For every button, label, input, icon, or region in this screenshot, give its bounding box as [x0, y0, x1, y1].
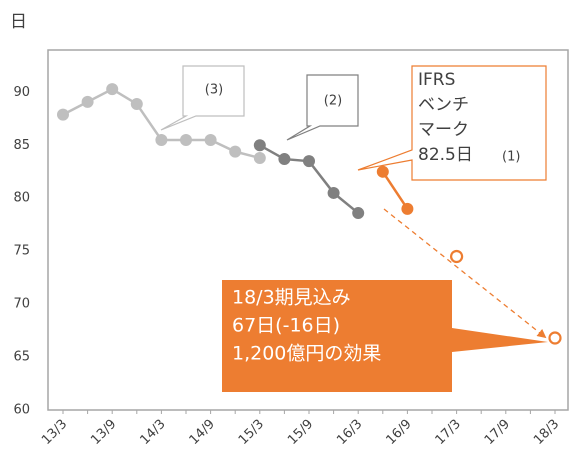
x-tick-label: 13/3 [39, 417, 70, 448]
y-unit: 日 [10, 12, 27, 32]
y-tick-label: 90 [13, 85, 30, 100]
point [130, 98, 143, 110]
x-tick-label: 14/9 [187, 417, 218, 448]
point [303, 155, 315, 168]
point [327, 186, 340, 199]
point [155, 134, 168, 146]
forecast-text: 18/3期見込み 67日(-16日) 1,200億円の効果 [232, 287, 381, 365]
trend-arrow [383, 208, 547, 339]
point [253, 139, 266, 152]
point [204, 134, 217, 146]
y-tick-label: 75 [13, 244, 30, 259]
point [376, 165, 389, 178]
x-tick-label: 15/9 [285, 417, 316, 448]
ifrs-line: ベンチ [418, 95, 469, 115]
x-tick-label: 18/3 [531, 417, 562, 448]
point [106, 83, 119, 96]
point [352, 207, 365, 220]
ifrs-box [357, 65, 547, 181]
x-tick-label: 17/3 [433, 417, 464, 448]
forecast-box [222, 280, 548, 392]
y-tick-label: 80 [13, 191, 30, 206]
callout-label: (2) [324, 94, 342, 109]
x-tick-label: 17/9 [482, 417, 513, 448]
forecast-line: 18/3期見込み [232, 287, 351, 309]
x-tick-label: 16/3 [334, 417, 365, 448]
callout-box [286, 74, 359, 141]
plot-frame [47, 49, 569, 411]
ifrs-line: 82.5日 [418, 145, 473, 165]
point [229, 145, 242, 158]
y-tick-label: 65 [13, 350, 30, 365]
x-tick-label: 13/9 [88, 417, 119, 448]
point [450, 249, 464, 264]
series-line [381, 171, 409, 210]
point [401, 202, 414, 215]
x-tick-label: 14/3 [137, 417, 168, 448]
y-tick-label: 70 [13, 297, 30, 312]
callout-box [160, 65, 245, 131]
ifrs-line: マーク [418, 120, 469, 140]
point [57, 108, 69, 121]
forecast-line: 1,200億円の効果 [232, 343, 381, 365]
x-tick-label: 16/9 [383, 417, 414, 448]
point [278, 153, 291, 166]
point [548, 331, 562, 345]
y-tick-label: 60 [13, 403, 30, 418]
ifrs-suffix: (1) [502, 150, 520, 165]
y-tick-label: 85 [13, 138, 30, 153]
point [180, 134, 192, 146]
point [81, 95, 94, 108]
callout-label: (3) [205, 83, 223, 98]
point [253, 152, 266, 164]
x-tick-label: 15/3 [236, 417, 267, 448]
forecast-line: 67日(-16日) [232, 315, 340, 337]
ifrs-line: IFRS [418, 70, 455, 90]
